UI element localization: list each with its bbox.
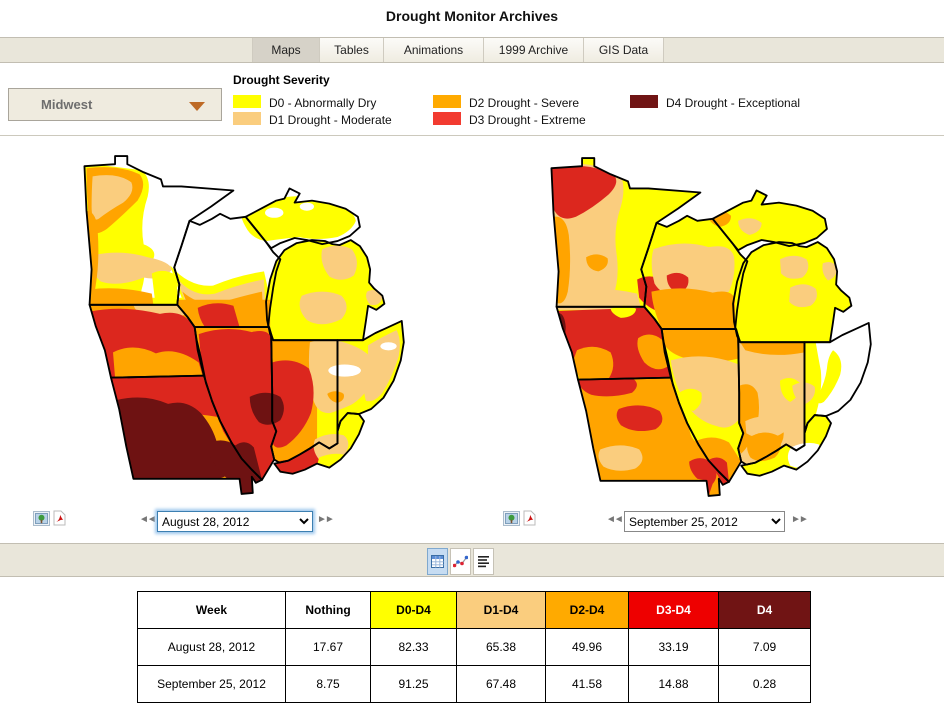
col-d1-d4: D1-D4: [456, 591, 546, 629]
line-chart-icon: [453, 555, 468, 568]
drought-map-august-28-2012: [83, 155, 405, 495]
prev-week-button[interactable]: ◄◄: [606, 514, 624, 525]
table-header-row: Week Nothing D0-D4 D1-D4 D2-D4 D3-D4 D4: [137, 591, 811, 629]
tab-tables[interactable]: Tables: [319, 38, 384, 62]
value-cell: 49.96: [545, 628, 629, 666]
value-cell: 65.38: [456, 628, 546, 666]
region-dropdown-value: Midwest: [41, 97, 93, 112]
legend-label-d2: D2 Drought - Severe: [469, 96, 580, 110]
tab-gis-data[interactable]: GIS Data: [583, 38, 664, 62]
col-week: Week: [137, 591, 286, 629]
pdf-export-icon[interactable]: [53, 510, 66, 531]
pdf-export-icon[interactable]: [523, 510, 536, 531]
legend-swatch-d1: [233, 112, 261, 125]
prev-week-button[interactable]: ◄◄: [139, 514, 157, 525]
legend-swatch-d0: [233, 95, 261, 108]
value-cell: 17.67: [285, 628, 371, 666]
table-view-button[interactable]: [427, 548, 448, 575]
legend-label-d4: D4 Drought - Exceptional: [666, 96, 801, 110]
tab-1999-archive[interactable]: 1999 Archive: [483, 38, 584, 62]
week-cell: September 25, 2012: [137, 665, 286, 703]
tab-maps[interactable]: Maps: [252, 38, 320, 62]
col-d2-d4: D2-D4: [545, 591, 629, 629]
legend-label-d0: D0 - Abnormally Dry: [269, 96, 377, 110]
col-d3-d4: D3-D4: [628, 591, 719, 629]
drought-severity-fills: [551, 158, 871, 496]
image-export-icon[interactable]: [503, 511, 520, 531]
image-export-icon[interactable]: [33, 511, 50, 531]
legend-swatch-d3: [433, 112, 461, 125]
value-cell: 8.75: [285, 665, 371, 703]
table-row: September 25, 2012 8.75 91.25 67.48 41.5…: [137, 665, 811, 703]
value-cell: 91.25: [370, 665, 457, 703]
table-icon: [431, 555, 444, 568]
value-cell: 7.09: [718, 628, 811, 666]
next-week-button[interactable]: ►►: [791, 514, 809, 525]
drought-severity-fills: [84, 156, 404, 494]
value-cell: 41.58: [545, 665, 629, 703]
next-week-button[interactable]: ►►: [317, 514, 335, 525]
legend-title: Drought Severity: [233, 73, 330, 87]
state-borders: [83, 155, 405, 495]
value-cell: 33.19: [628, 628, 719, 666]
legend-label-d1: D1 Drought - Moderate: [269, 113, 392, 127]
divider-line: [0, 135, 944, 136]
text-view-button[interactable]: [473, 548, 494, 575]
legend-swatch-d4: [630, 95, 658, 108]
value-cell: 14.88: [628, 665, 719, 703]
drought-map-september-25-2012: [550, 157, 872, 497]
state-borders: [550, 157, 872, 497]
value-cell: 67.48: [456, 665, 546, 703]
week-select-right[interactable]: September 25, 2012: [624, 511, 785, 532]
week-select-left[interactable]: August 28, 2012: [157, 511, 313, 532]
text-list-icon: [477, 556, 489, 568]
col-nothing: Nothing: [285, 591, 371, 629]
chevron-down-icon: [189, 102, 205, 111]
value-cell: 0.28: [718, 665, 811, 703]
col-d4: D4: [718, 591, 811, 629]
main-tabbar: Maps Tables Animations 1999 Archive GIS …: [0, 37, 944, 63]
legend-label-d3: D3 Drought - Extreme: [469, 113, 586, 127]
chart-view-button[interactable]: [450, 548, 471, 575]
region-dropdown[interactable]: Midwest: [8, 88, 222, 121]
page-title: Drought Monitor Archives: [385, 8, 559, 24]
view-toolbar: [0, 543, 944, 577]
table-row: August 28, 2012 17.67 82.33 65.38 49.96 …: [137, 628, 811, 666]
drought-statistics-table: Week Nothing D0-D4 D1-D4 D2-D4 D3-D4 D4 …: [137, 591, 811, 703]
week-cell: August 28, 2012: [137, 628, 286, 666]
col-d0-d4: D0-D4: [370, 591, 457, 629]
legend-swatch-d2: [433, 95, 461, 108]
value-cell: 82.33: [370, 628, 457, 666]
tab-animations[interactable]: Animations: [383, 38, 484, 62]
